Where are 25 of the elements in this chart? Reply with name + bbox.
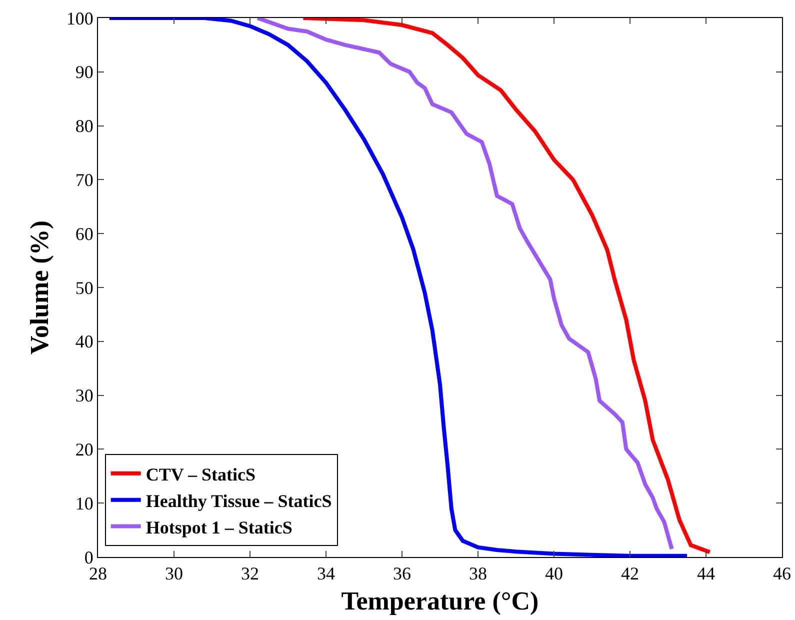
y-tick-label: 90 xyxy=(75,62,94,82)
y-tick-label: 30 xyxy=(75,386,94,406)
x-tick-label: 40 xyxy=(545,564,563,584)
x-tick-label: 38 xyxy=(469,564,487,584)
y-tick-label: 10 xyxy=(75,493,94,514)
y-tick-label: 50 xyxy=(75,278,94,298)
y-tick-label: 100 xyxy=(66,8,94,28)
x-tick-label: 30 xyxy=(165,564,183,584)
x-axis-title: Temperature (°C) xyxy=(341,586,539,616)
x-tick-label: 44 xyxy=(697,564,715,584)
legend-label: Hotspot 1 – StaticS xyxy=(146,517,292,538)
legend-label: CTV – StaticS xyxy=(146,464,256,484)
x-tick-label: 36 xyxy=(393,564,411,584)
line-series xyxy=(107,18,689,557)
y-tick-label: 40 xyxy=(75,332,94,352)
x-tick-label: 32 xyxy=(241,564,259,584)
x-tick-label: 42 xyxy=(621,564,639,584)
legend-label: Healthy Tissue – StaticS xyxy=(146,490,332,511)
y-tick-label: 20 xyxy=(75,440,94,460)
y-tick-label: 80 xyxy=(75,116,94,136)
x-tick-label: 34 xyxy=(317,564,335,584)
y-tick-label: 70 xyxy=(75,170,94,190)
y-tick-label: 60 xyxy=(75,224,94,244)
x-tick-label: 46 xyxy=(773,564,791,584)
y-axis-title: Volume (%) xyxy=(24,220,54,355)
